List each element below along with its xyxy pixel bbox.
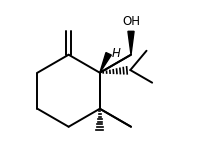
Text: OH: OH (122, 15, 140, 28)
Polygon shape (100, 53, 111, 73)
Polygon shape (128, 31, 134, 55)
Text: H: H (112, 47, 121, 60)
